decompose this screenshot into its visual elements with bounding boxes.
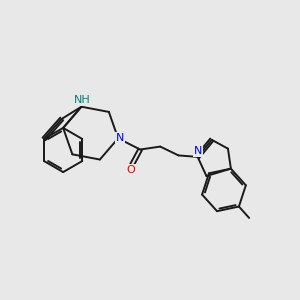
Text: N: N [194,146,202,156]
Text: N: N [116,133,124,143]
Text: NH: NH [74,95,90,105]
Text: O: O [126,165,135,175]
